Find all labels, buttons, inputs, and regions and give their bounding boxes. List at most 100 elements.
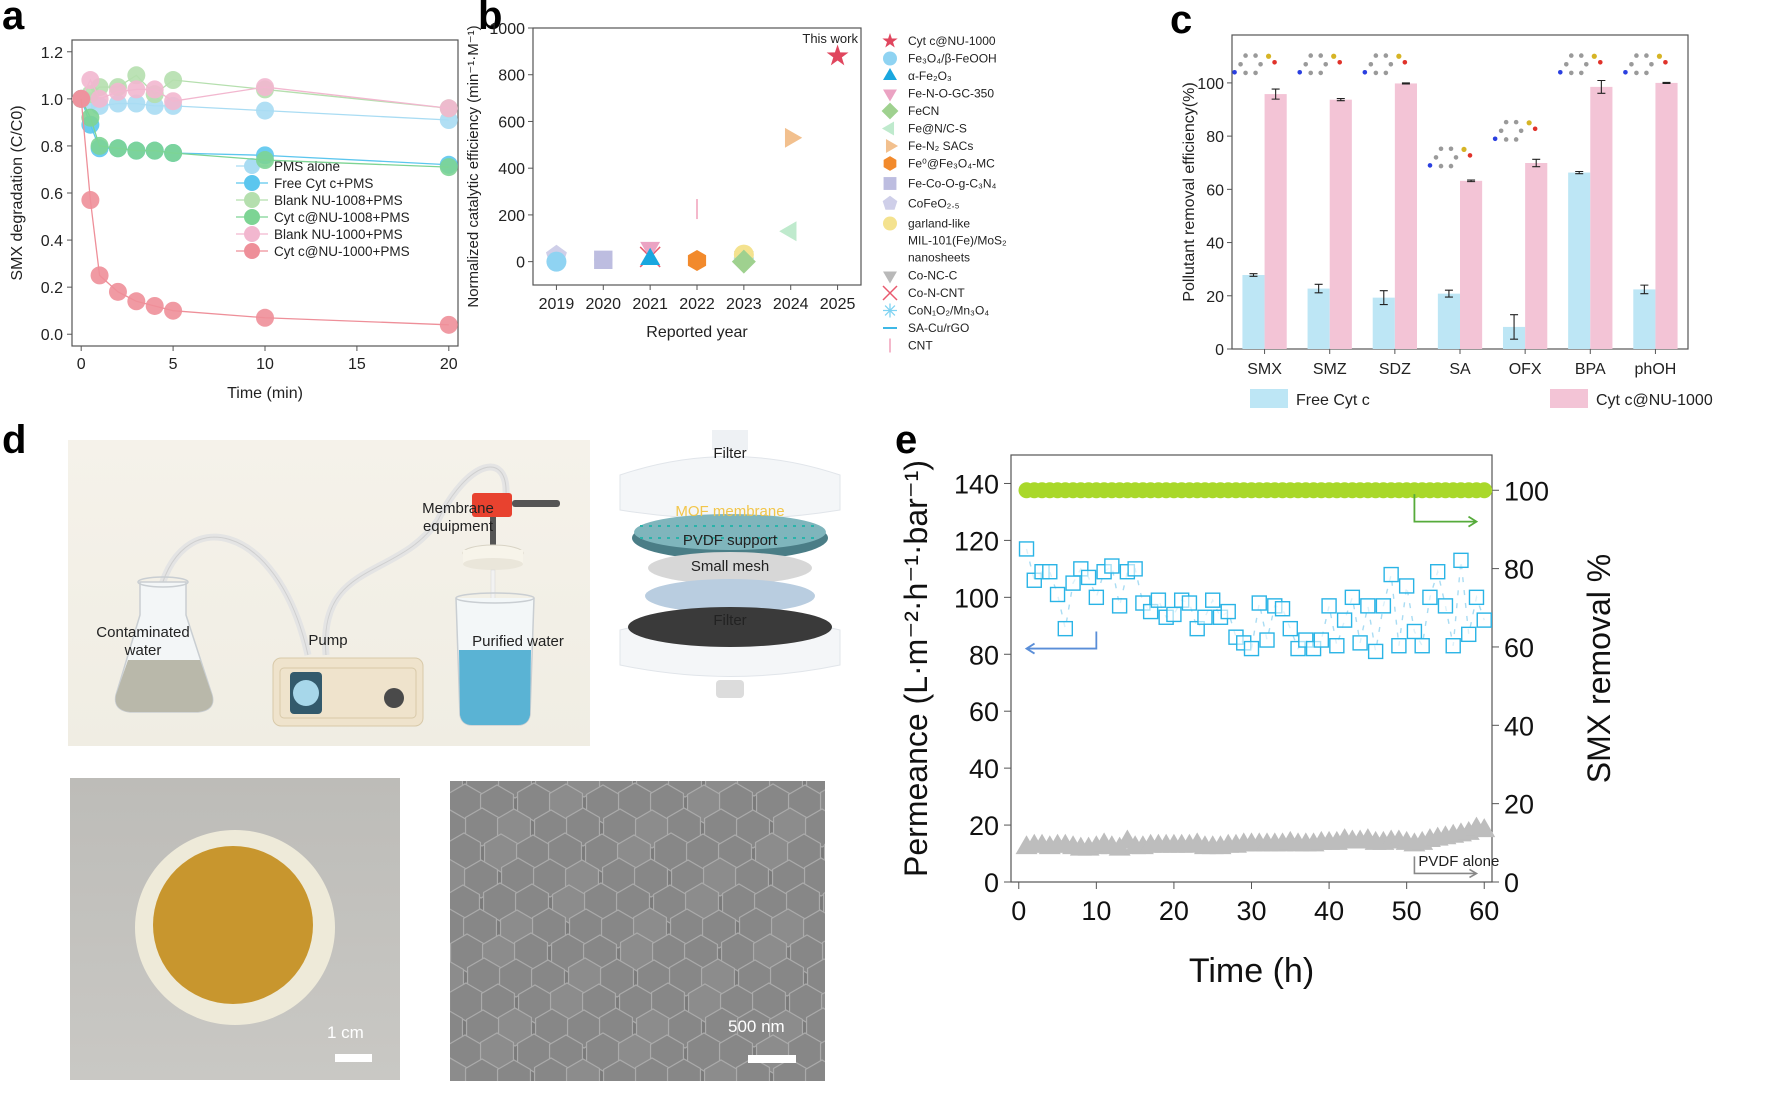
legend-swatch	[1250, 389, 1288, 408]
data-point	[439, 158, 458, 177]
atom	[1297, 69, 1303, 75]
x-tick-label: 0	[1011, 896, 1026, 926]
panel-letter-c: c	[1170, 0, 1193, 42]
y-tick-label: 0.2	[41, 280, 63, 297]
atom	[1318, 70, 1324, 76]
y-tick-label: 20	[969, 811, 999, 841]
y-tick-label: 0.4	[41, 233, 63, 250]
molecule-structure-bpa	[1557, 53, 1603, 76]
label-mof-membrane: MOF membrane	[675, 503, 785, 520]
x-tick-label: 40	[1314, 896, 1344, 926]
hexagonal-crystal	[566, 781, 602, 798]
legend-label: Cyt c@NU-1000+PMS	[274, 244, 410, 259]
atom	[1634, 70, 1639, 76]
data-point	[1205, 592, 1221, 608]
data-point	[1080, 569, 1097, 586]
atom	[1243, 70, 1248, 76]
x-axis-label: Time (h)	[1189, 952, 1314, 990]
atom	[1373, 70, 1379, 76]
x-tick-label: 0	[77, 356, 86, 373]
y-axis-label: Pollutant removal efficiency(%)	[1181, 82, 1198, 301]
data-point	[1166, 606, 1182, 623]
atom	[1433, 155, 1439, 160]
mof-membrane-layer	[632, 514, 828, 560]
data-point	[439, 99, 458, 118]
atom	[1243, 53, 1248, 58]
legend-marker	[244, 192, 260, 208]
legend-item: CoN₁O₂/Mn₃O₄	[883, 303, 989, 318]
y-tick-label: 140	[954, 469, 999, 499]
plot-frame	[1010, 454, 1493, 883]
x-tick-label: SMX	[1247, 361, 1282, 378]
atom	[1272, 59, 1277, 65]
hexagonal-crystal	[666, 1058, 702, 1081]
x-tick-label: 2023	[726, 296, 762, 313]
y2-axis-label: SMX removal %	[1581, 554, 1617, 783]
data-point	[164, 301, 183, 320]
data-point	[1274, 601, 1291, 617]
y-tick-label: 600	[498, 114, 525, 131]
atom	[1461, 146, 1467, 153]
data-point	[1429, 564, 1446, 580]
x-tick-label: 2020	[585, 296, 621, 313]
atom	[1453, 155, 1459, 160]
y2-tick-label: 80	[1504, 555, 1534, 585]
data-point	[1445, 638, 1461, 654]
membrane-disc	[153, 846, 313, 1004]
data-point	[1336, 612, 1353, 628]
bar-free-cyt-c	[1633, 289, 1656, 349]
y-tick-label: 80	[969, 640, 999, 670]
atom	[1578, 53, 1584, 58]
molecule-structure-smx	[1232, 53, 1277, 76]
hexagonal-crystal	[599, 958, 635, 998]
panel-letter-a: a	[2, 0, 25, 38]
left-axis-arrowhead	[1024, 642, 1035, 655]
legend-label: SA-Cu/rGO	[908, 321, 969, 335]
x-tick-label: 10	[256, 356, 274, 373]
atom	[1383, 53, 1389, 58]
atom	[1427, 163, 1433, 168]
molecule-structure-sdz	[1362, 53, 1408, 76]
plot-frame	[532, 27, 862, 286]
x-tick-label: 15	[348, 356, 366, 373]
annotation-pvdf-alone: PVDF alone	[1418, 853, 1499, 870]
data-point	[1313, 632, 1330, 648]
error-bar	[1640, 284, 1649, 295]
data-point	[1367, 643, 1384, 660]
panel-letter-b: b	[478, 0, 503, 38]
atom	[1258, 61, 1263, 67]
hexagonal-crystal	[496, 1059, 532, 1081]
hexagonal-crystal	[497, 781, 533, 799]
molecule-structure-smz	[1297, 53, 1343, 76]
hexagonal-crystal	[736, 781, 772, 797]
y-tick-label: 100	[1197, 76, 1224, 93]
data-point	[1473, 818, 1496, 838]
pump-device	[272, 657, 424, 727]
legend-label: Fe-Co-O-g-C₃N₄	[908, 177, 997, 191]
bar-free-cyt-c	[1307, 288, 1330, 349]
legend-marker	[882, 285, 898, 301]
x-tick-label: 50	[1392, 896, 1422, 926]
x-tick-label: 20	[1159, 896, 1189, 926]
setup-illustration: Contaminated water Pump Membrane equipme…	[68, 440, 590, 746]
data-point--fe2o3	[640, 247, 661, 266]
data-point	[1468, 589, 1485, 606]
data-point	[1344, 589, 1361, 606]
series-permeance	[1018, 541, 1492, 660]
y-tick-label: 0	[516, 255, 525, 272]
data-point	[1197, 609, 1213, 625]
x-tick-label: OFX	[1509, 361, 1542, 378]
legend-item: garland-like MIL-101(Fe)/MoS₂ nanosheets	[883, 216, 1007, 265]
sem-scale-bar	[748, 1055, 796, 1063]
data-point	[90, 136, 109, 155]
atom	[1644, 70, 1649, 76]
hexagonal-crystal	[735, 809, 771, 849]
y-tick-label: 40	[969, 754, 999, 784]
data-point	[1220, 603, 1236, 620]
data-point	[1414, 638, 1430, 654]
legend-label: Fe@N/C-S	[908, 122, 967, 136]
label-membrane-equipment: Membrane equipment	[422, 500, 494, 535]
legend-item: CoFeO₂.₅	[882, 195, 960, 211]
label-small-mesh: Small mesh	[690, 558, 770, 575]
label-pvdf-support: PVDF support	[682, 532, 778, 549]
